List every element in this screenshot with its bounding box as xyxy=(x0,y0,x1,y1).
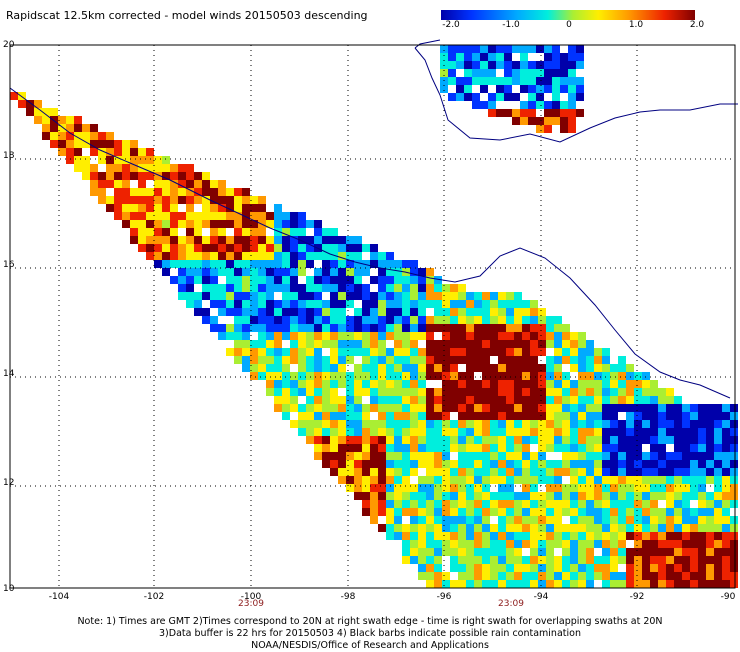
map-data-cells xyxy=(10,45,738,588)
lat-label: 20 xyxy=(3,40,15,50)
lon-label: -90 xyxy=(720,592,736,602)
map-frame xyxy=(9,44,736,589)
lat-label: 18 xyxy=(3,151,15,161)
lat-label: 14 xyxy=(3,369,15,379)
footnote-line-2: 3)Data buffer is 22 hrs for 20150503 4) … xyxy=(159,628,581,639)
lon-label: -100 xyxy=(240,592,262,602)
footnote-line-1: Note: 1) Times are GMT 2)Times correspon… xyxy=(77,616,663,627)
map-gridlines xyxy=(10,45,735,588)
lon-label: -102 xyxy=(143,592,165,602)
swath-time-label: 23:09 xyxy=(238,599,264,609)
lon-label: -98 xyxy=(340,592,356,602)
title: Rapidscat 12.5km corrected - model winds… xyxy=(6,9,368,22)
swath-time-label: 23:09 xyxy=(498,599,524,609)
colorbar-tick: 0 xyxy=(566,20,572,30)
lat-label: 12 xyxy=(3,478,15,488)
lon-label: -104 xyxy=(48,592,70,602)
lat-label: 16 xyxy=(3,260,15,270)
lon-label: -96 xyxy=(436,592,452,602)
colorbar-tick: -1.0 xyxy=(502,20,520,30)
colorbar-tick: -2.0 xyxy=(442,20,460,30)
colorbar xyxy=(441,10,695,20)
colorbar-tick: 2.0 xyxy=(689,20,705,30)
coastline xyxy=(9,39,738,399)
footnote-line-3: NOAA/NESDIS/Office of Research and Appli… xyxy=(251,640,489,651)
colorbar-tick: 1.0 xyxy=(628,20,644,30)
wind-difference-map xyxy=(9,39,738,589)
lon-label: -92 xyxy=(629,592,645,602)
lon-label: -94 xyxy=(533,592,549,602)
lat-label: 10 xyxy=(3,584,15,594)
